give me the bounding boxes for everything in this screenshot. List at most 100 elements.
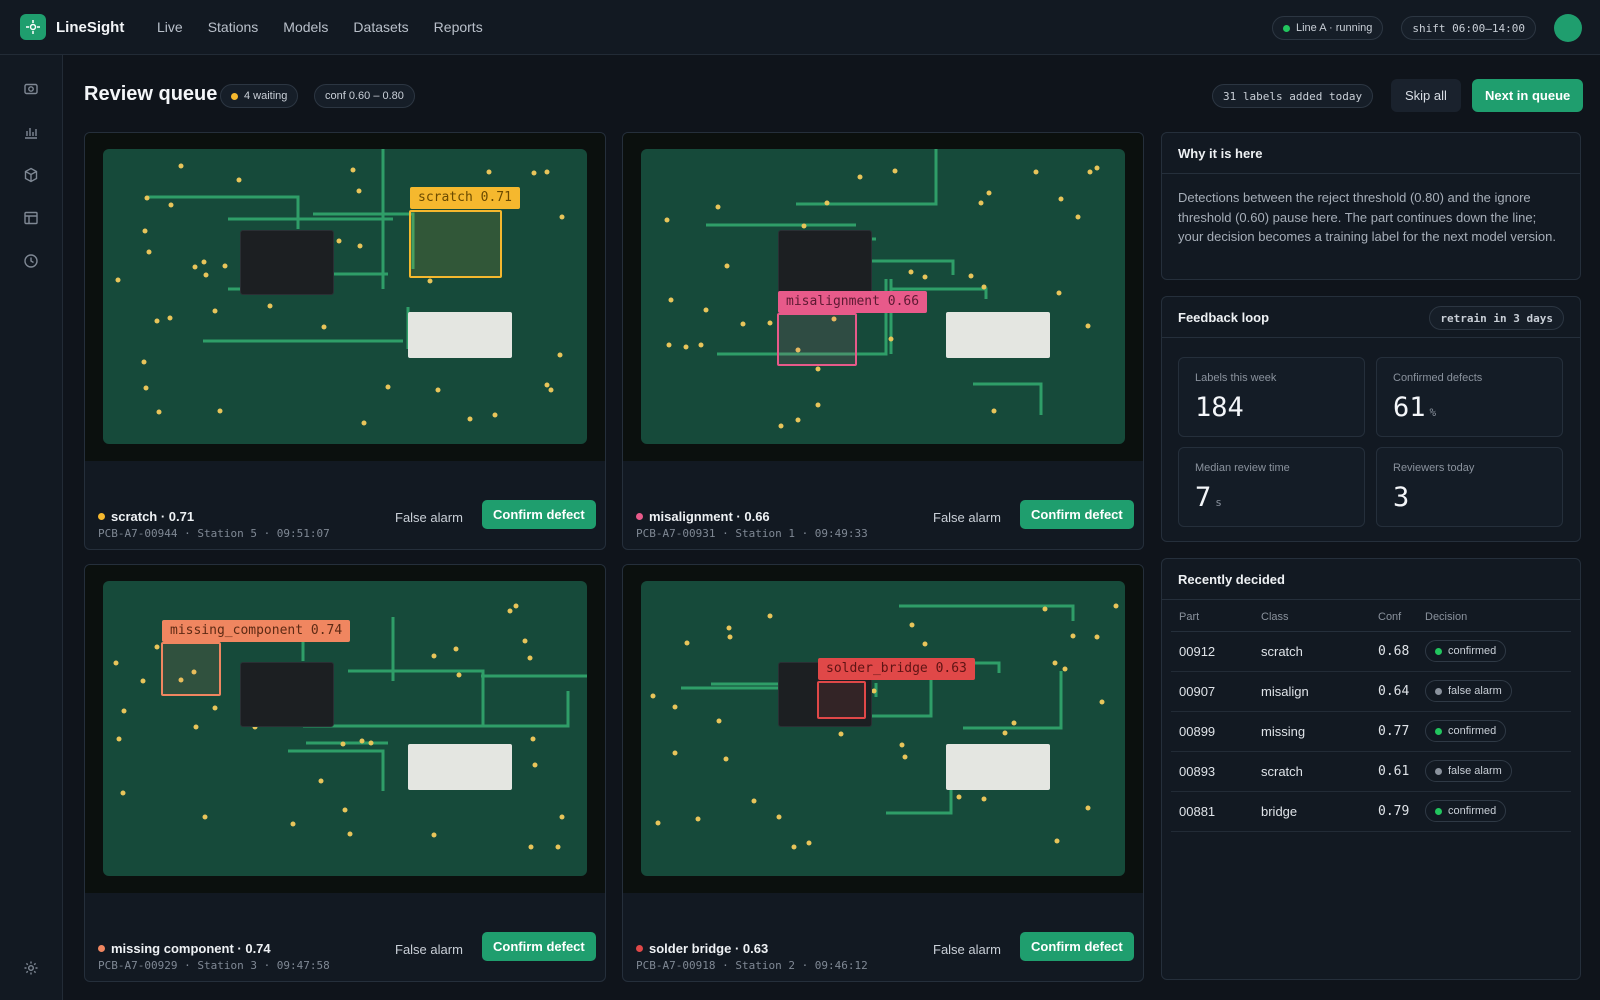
false-alarm-button[interactable]: False alarm (395, 510, 463, 525)
cell-conf: 0.61 (1370, 751, 1417, 792)
review-card: misalignment 0.66 misalignment · 0.66 PC… (622, 132, 1144, 550)
table-row[interactable]: 00881 bridge 0.79 confirmed (1171, 791, 1571, 832)
detection-box[interactable] (817, 681, 866, 719)
detection-box[interactable] (161, 642, 221, 696)
confirm-defect-button[interactable]: Confirm defect (1020, 500, 1134, 529)
brand[interactable]: LineSight (20, 14, 157, 40)
column-header-conf: Conf (1370, 603, 1417, 632)
cell-conf: 0.68 (1370, 631, 1417, 672)
review-card: missing_component 0.74 missing component… (84, 564, 606, 982)
detection-box[interactable] (409, 210, 502, 278)
defect-title: solder bridge · 0.63 (636, 941, 768, 956)
defect-title-text: solder bridge · 0.63 (649, 941, 769, 956)
line-status-text: Line A · running (1295, 22, 1373, 34)
confirm-defect-button[interactable]: Confirm defect (482, 932, 596, 961)
nav-datasets[interactable]: Datasets (353, 19, 409, 35)
confirm-defect-button[interactable]: Confirm defect (1020, 932, 1134, 961)
feedback-panel-title: Feedback loop (1178, 309, 1270, 325)
nav-stations[interactable]: Stations (207, 19, 259, 35)
cube-icon[interactable] (21, 165, 41, 185)
stat-value: 61% (1393, 392, 1436, 423)
column-header-class: Class (1253, 603, 1370, 632)
cell-decision: confirmed (1417, 791, 1571, 832)
column-header-part: Part (1171, 603, 1253, 632)
next-in-queue-button[interactable]: Next in queue (1472, 79, 1584, 112)
conf-range-badge: conf 0.60 – 0.80 (314, 84, 415, 108)
settings-icon[interactable] (21, 958, 41, 978)
detection-label: scratch 0.71 (410, 187, 520, 209)
card-footer: misalignment · 0.66 PCB-A7-00931 · Stati… (623, 461, 1143, 549)
stat-reviewers-today: Reviewers today 3 (1376, 447, 1563, 527)
nav-live[interactable]: Live (157, 19, 183, 35)
feedback-panel-header: Feedback loop retrain in 3 days (1162, 297, 1580, 338)
defect-title-text: scratch · 0.71 (111, 509, 195, 524)
nav-reports[interactable]: Reports (433, 19, 483, 35)
labels-today-badge: 31 labels added today (1212, 84, 1374, 108)
detection-box[interactable] (777, 313, 857, 366)
board-traces (115, 149, 565, 426)
table-row[interactable]: 00907 misalign 0.64 false alarm (1171, 671, 1571, 712)
skip-all-button[interactable]: Skip all (1391, 79, 1461, 112)
board-image: scratch 0.71 (103, 149, 587, 444)
stat-unit: s (1215, 496, 1222, 509)
false-alarm-button[interactable]: False alarm (933, 510, 1001, 525)
clock-icon[interactable] (21, 251, 41, 271)
avatar[interactable] (1554, 14, 1582, 42)
app-name: LineSight (56, 18, 125, 36)
table-row[interactable]: 00912 scratch 0.68 confirmed (1171, 631, 1571, 672)
board-connector (408, 744, 512, 790)
stat-value-number: 61 (1393, 392, 1426, 423)
detection-label: missing_component 0.74 (162, 620, 351, 642)
stat-value-number: 3 (1393, 482, 1410, 513)
decision-text: confirmed (1448, 725, 1497, 737)
cell-class: bridge (1253, 791, 1370, 832)
feedback-panel: Feedback loop retrain in 3 days Labels t… (1161, 296, 1581, 542)
why-panel: Why it is here Detections between the re… (1161, 132, 1581, 280)
false-alarm-button[interactable]: False alarm (395, 942, 463, 957)
false-alarm-button[interactable]: False alarm (933, 942, 1001, 957)
main-nav: Live Stations Models Datasets Reports (157, 19, 508, 35)
board-traces (664, 149, 1100, 429)
stat-confirmed-defects: Confirmed defects 61% (1376, 357, 1563, 437)
table-row[interactable]: 00899 missing 0.77 confirmed (1171, 711, 1571, 752)
stat-labels-week: Labels this week 184 (1178, 357, 1365, 437)
why-panel-body: Detections between the reject threshold … (1178, 190, 1556, 244)
table-row[interactable]: 00893 scratch 0.61 false alarm (1171, 751, 1571, 792)
stat-label: Confirmed defects (1393, 372, 1483, 384)
detection-label: solder_bridge 0.63 (818, 658, 975, 680)
decision-dot (1435, 767, 1442, 775)
cell-class: scratch (1253, 751, 1370, 792)
board-image-frame: solder_bridge 0.63 (623, 565, 1143, 893)
stat-label: Median review time (1195, 462, 1290, 474)
board-image: misalignment 0.66 (641, 149, 1125, 444)
defect-title: misalignment · 0.66 (636, 509, 770, 524)
sidebar (0, 55, 63, 1000)
board-image-frame: misalignment 0.66 (623, 133, 1143, 461)
decision-dot (1435, 727, 1442, 735)
review-card: scratch 0.71 scratch · 0.71 PCB-A7-00944… (84, 132, 606, 550)
decision-text: false alarm (1448, 685, 1502, 697)
status-dot (1282, 24, 1290, 32)
stat-label: Reviewers today (1393, 462, 1475, 474)
confirm-defect-button[interactable]: Confirm defect (482, 500, 596, 529)
layout-icon[interactable] (21, 208, 41, 228)
top-bar: LineSight Live Stations Models Datasets … (0, 0, 1600, 55)
table-header-row: Part Class Conf Decision (1171, 603, 1571, 632)
stat-value: 184 (1195, 392, 1244, 423)
stat-value-number: 7 (1195, 482, 1212, 513)
cell-conf: 0.79 (1370, 791, 1417, 832)
defect-title: scratch · 0.71 (98, 509, 194, 524)
cell-decision: false alarm (1417, 671, 1571, 712)
recent-panel-title: Recently decided (1162, 559, 1580, 600)
defect-meta: PCB-A7-00918 · Station 2 · 09:46:12 (636, 959, 868, 972)
page-title: Review queue (84, 83, 218, 105)
nav-models[interactable]: Models (283, 19, 329, 35)
board-chip (240, 662, 334, 727)
card-footer: scratch · 0.71 PCB-A7-00944 · Station 5 … (85, 461, 605, 549)
cell-part: 00907 (1171, 671, 1253, 712)
chart-icon[interactable] (21, 122, 41, 142)
decision-badge: false alarm (1425, 680, 1512, 702)
decision-badge: confirmed (1425, 800, 1507, 822)
camera-icon[interactable] (21, 79, 41, 99)
decision-text: confirmed (1448, 805, 1497, 817)
